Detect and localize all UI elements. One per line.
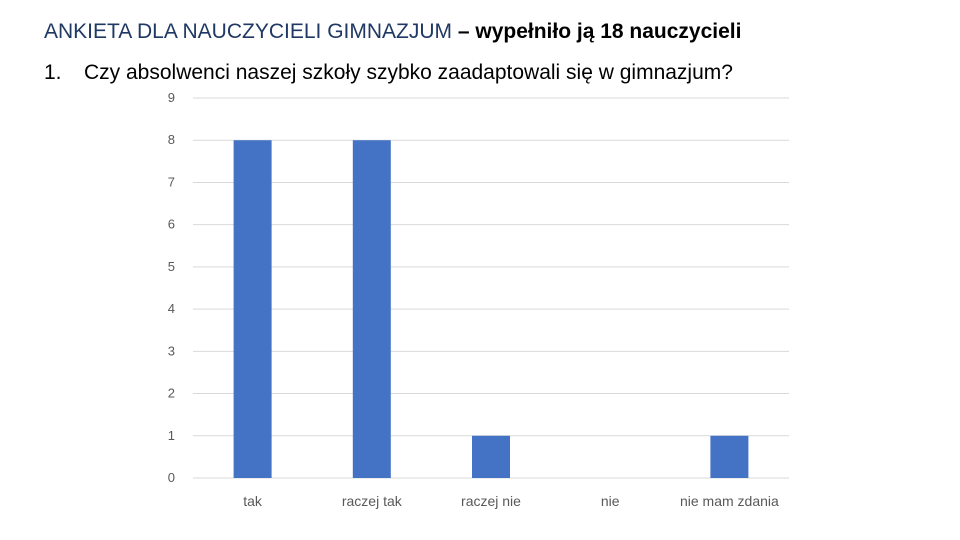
question-line: 1. Czy absolwenci naszej szkoły szybko za… [44,61,733,85]
y-tick-label: 0 [168,470,175,485]
question-text: Czy absolwenci naszej szkoły szybko zaad… [84,61,733,84]
bar [352,140,391,478]
y-tick-label: 7 [168,174,175,189]
y-tick-label: 9 [168,90,175,105]
x-category-label: nie [601,493,620,509]
bar [233,140,272,478]
y-tick-label: 5 [168,259,175,274]
bars [233,140,749,478]
x-category-label: nie mam zdania [680,493,779,509]
question-number: 1. [44,61,62,84]
slide-title: ANKIETA DLA NAUCZYCIELI GIMNAZJUM – wype… [44,20,741,44]
x-category-label: raczej nie [461,493,521,509]
y-axis-ticks: 0 1 2 3 4 5 6 7 8 9 [168,90,175,485]
y-tick-label: 3 [168,343,175,358]
gridlines [193,97,789,479]
title-respondents: – wypełniło ją 18 nauczycieli [452,20,742,43]
bar [472,435,510,478]
title-survey-name: ANKIETA DLA NAUCZYCIELI GIMNAZJUM [44,20,453,43]
x-category-label: tak [243,493,263,509]
x-axis-labels: tak raczej tak raczej nie nie nie mam zdania [243,493,779,509]
bar [710,435,749,478]
y-tick-label: 1 [168,428,175,443]
y-tick-label: 4 [168,301,175,316]
y-tick-label: 2 [168,386,175,401]
x-category-label: raczej tak [342,493,403,509]
y-tick-label: 6 [168,217,175,232]
y-tick-label: 8 [168,132,175,147]
